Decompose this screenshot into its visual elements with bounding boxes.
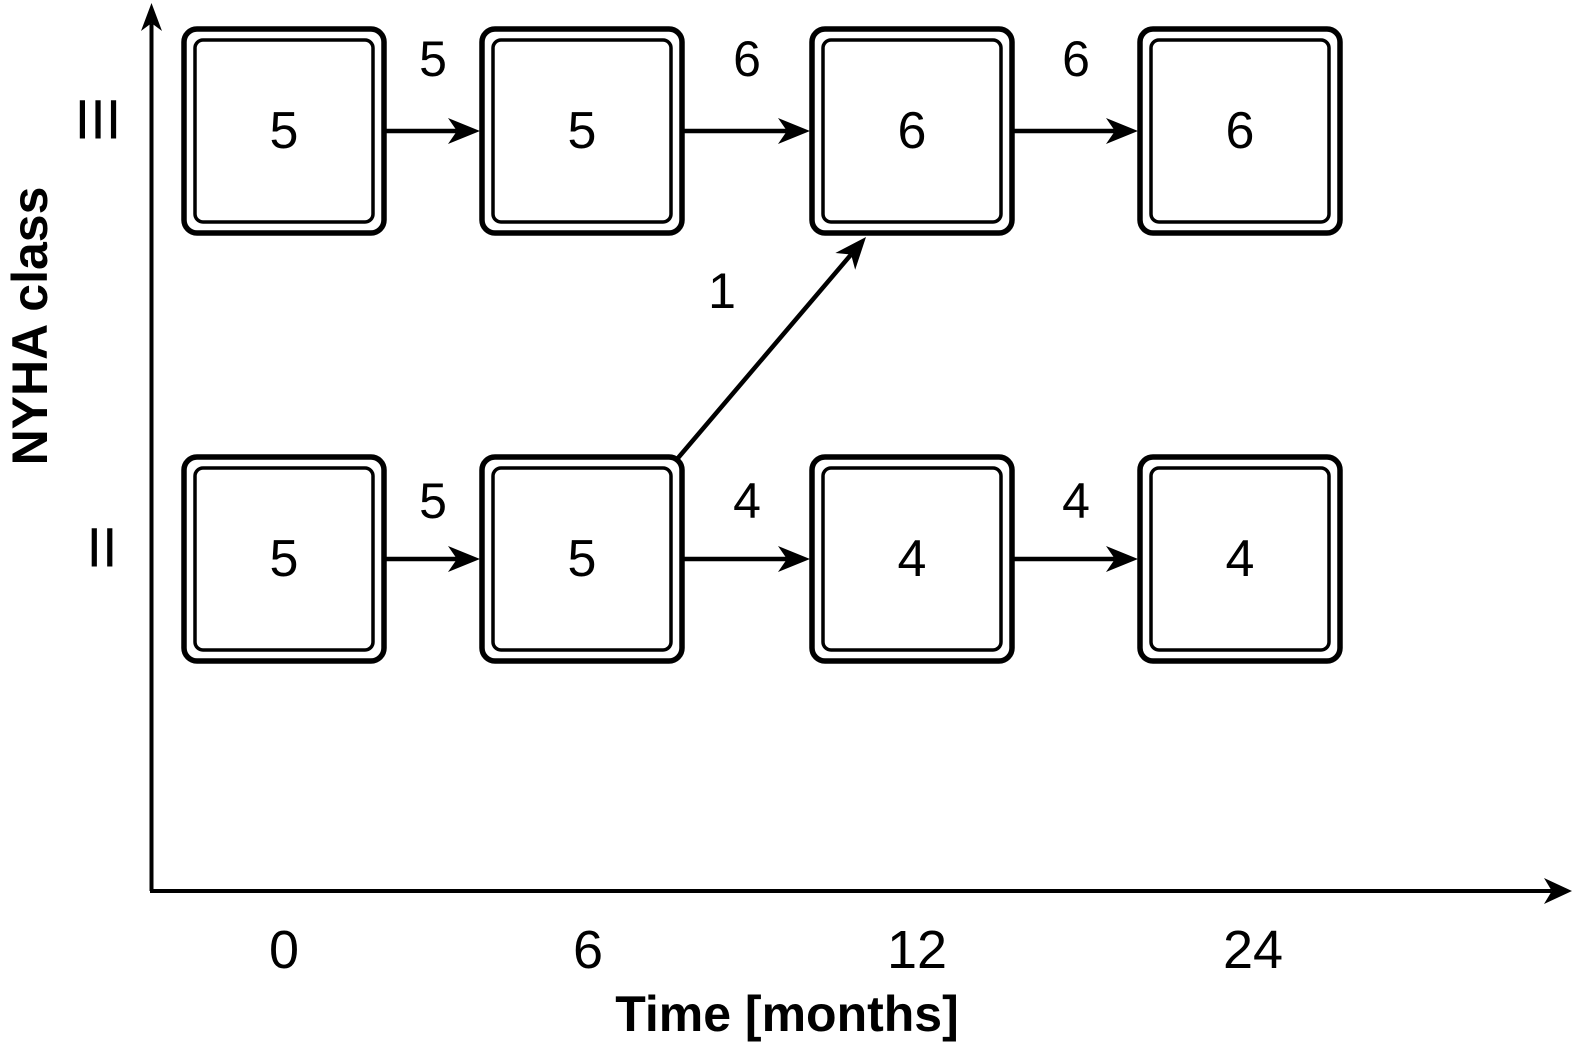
state-box-inner-border [193, 466, 375, 652]
state-box-inner-border [821, 38, 1003, 224]
labels-layer: Time [months] NYHA class [2, 187, 959, 1042]
state-box-inner-border [1149, 38, 1331, 224]
state-box-outer-border [479, 26, 685, 236]
x-tick-label-12: 12 [887, 920, 947, 980]
state-box-II-12: 4 [809, 454, 1015, 664]
transition-count-III-0-III-6: 5 [419, 31, 447, 87]
x-tick-label-0: 0 [269, 920, 299, 980]
state-box-outer-border [181, 454, 387, 664]
transition-count-III-6-III-12: 6 [733, 31, 761, 87]
transition-arrow-II-6-III-12-shaft [676, 253, 853, 460]
state-box-outer-border [809, 26, 1015, 236]
transition-count-II-12-II-24: 4 [1062, 473, 1090, 529]
x-axis-title: Time [months] [615, 986, 959, 1042]
state-count-II-24: 4 [1226, 530, 1255, 588]
transition-arrow-III-6-III-12-arrowhead-icon [778, 118, 810, 144]
transition-arrow-II-6-III-12-arrowhead-icon [835, 237, 866, 270]
state-count-III-24: 6 [1226, 102, 1255, 160]
state-box-inner-border [491, 38, 673, 224]
x-axis-arrow-arrowhead-icon [1544, 878, 1572, 904]
state-count-II-12: 4 [898, 530, 927, 588]
transition-arrow-III-0-III-6-arrowhead-icon [448, 118, 480, 144]
state-box-outer-border [809, 454, 1015, 664]
state-count-II-0: 5 [270, 530, 299, 588]
state-box-outer-border [181, 26, 387, 236]
transition-arrow-II-0-II-6 [386, 546, 480, 572]
transition-arrow-II-6-II-12-arrowhead-icon [778, 546, 810, 572]
x-tick-label-24: 24 [1223, 920, 1283, 980]
transition-arrow-II-0-II-6-arrowhead-icon [448, 546, 480, 572]
transition-arrow-II-12-II-24-arrowhead-icon [1106, 546, 1138, 572]
transition-count-III-12-III-24: 6 [1062, 31, 1090, 87]
state-box-III-6: 5 [479, 26, 685, 236]
state-box-outer-border [1137, 26, 1343, 236]
x-axis-arrow [150, 878, 1572, 904]
y-axis-title: NYHA class [2, 187, 58, 466]
state-box-II-0: 5 [181, 454, 387, 664]
transition-arrow-III-0-III-6 [386, 118, 480, 144]
state-box-III-12: 6 [809, 26, 1015, 236]
state-box-inner-border [821, 466, 1003, 652]
state-count-II-6: 5 [568, 530, 597, 588]
transition-count-II-6-II-12: 4 [733, 473, 761, 529]
state-box-III-24: 6 [1137, 26, 1343, 236]
state-box-inner-border [1149, 466, 1331, 652]
y-row-label-II: II [86, 516, 117, 579]
state-box-inner-border [193, 38, 375, 224]
transition-count-II-6-III-12: 1 [708, 263, 736, 319]
state-count-III-12: 6 [898, 102, 927, 160]
state-box-II-6: 5 [479, 454, 685, 664]
state-box-III-0: 5 [181, 26, 387, 236]
y-axis-arrow [141, 3, 162, 891]
state-box-outer-border [1137, 454, 1343, 664]
transition-arrow-II-12-II-24 [1014, 546, 1138, 572]
transition-arrow-II-6-II-12 [684, 546, 810, 572]
state-box-outer-border [479, 454, 685, 664]
states-layer: 5 5 6 6 5 5 4 4 [181, 26, 1343, 664]
transitions-layer: 5 6 6 5 4 4 1 [386, 31, 1138, 572]
state-box-II-24: 4 [1137, 454, 1343, 664]
state-count-III-6: 5 [568, 102, 597, 160]
transition-arrow-III-6-III-12 [684, 118, 810, 144]
y-axis-arrow-arrowhead-icon [141, 3, 162, 31]
x-tick-label-6: 6 [573, 920, 603, 980]
transition-arrow-III-12-III-24-arrowhead-icon [1106, 118, 1138, 144]
transition-arrow-II-6-III-12 [676, 237, 866, 460]
transition-count-II-0-II-6: 5 [419, 473, 447, 529]
state-box-inner-border [491, 466, 673, 652]
transition-arrow-III-12-III-24 [1014, 118, 1138, 144]
state-count-III-0: 5 [270, 102, 299, 160]
y-row-label-III: III [75, 88, 122, 151]
